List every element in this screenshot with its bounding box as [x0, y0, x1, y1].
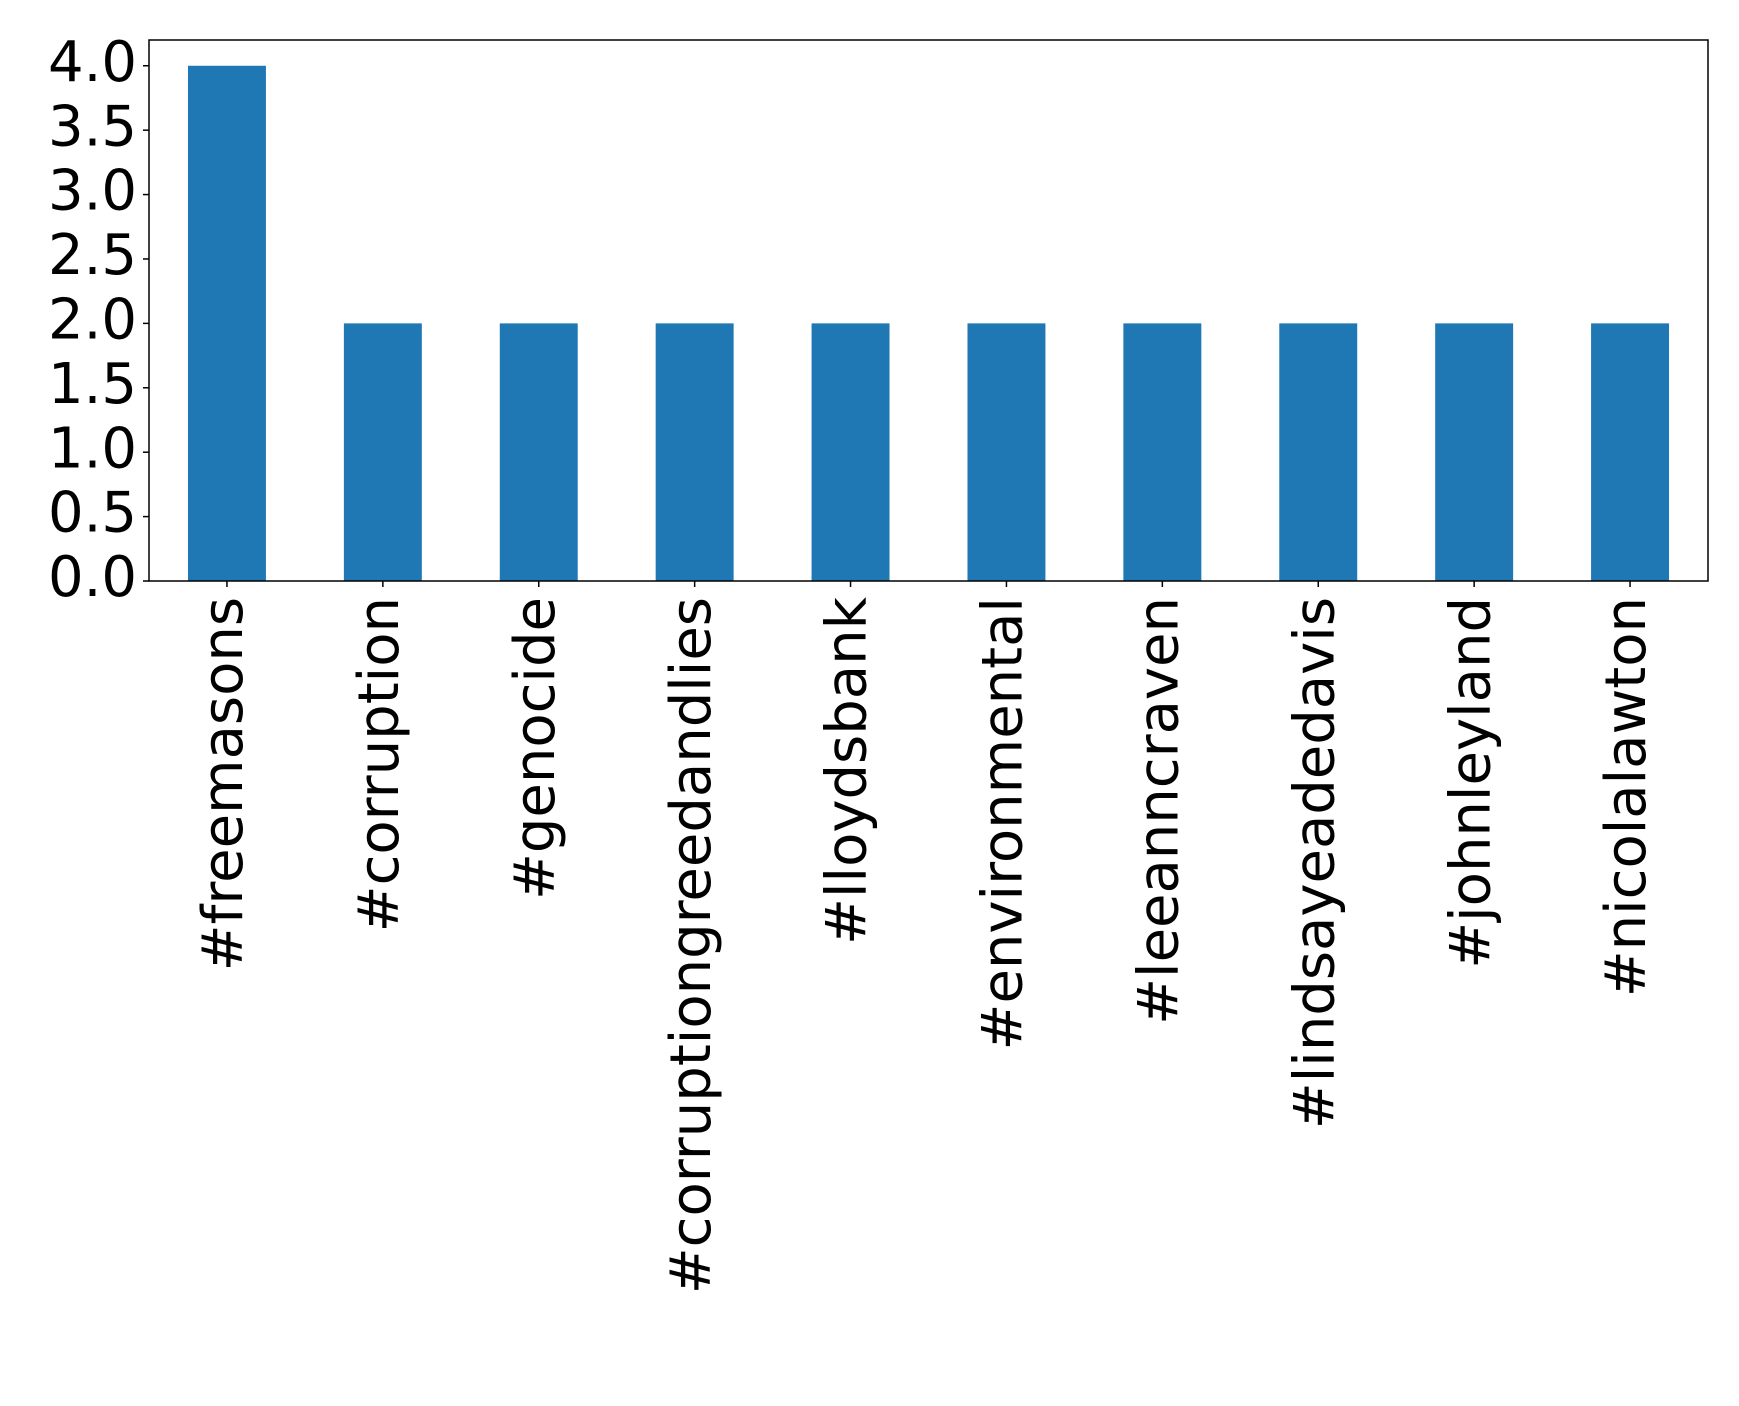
- y-tick-label: 3.5: [48, 94, 137, 159]
- bar: [499, 323, 578, 581]
- bar: [187, 65, 266, 581]
- x-tick-label: #freemasons: [191, 597, 256, 971]
- bar: [1435, 323, 1514, 581]
- y-tick-label: 0.0: [48, 545, 137, 610]
- y-tick-label: 1.0: [48, 416, 137, 481]
- bar: [967, 323, 1046, 581]
- bar: [1123, 323, 1202, 581]
- x-tick-label: #corruption: [347, 597, 412, 932]
- bar: [343, 323, 422, 581]
- x-tick-label: #corruptiongreedandlies: [659, 597, 724, 1294]
- bar: [811, 323, 890, 581]
- y-tick-label: 3.0: [48, 159, 137, 224]
- x-tick-label: #nicolalawton: [1594, 597, 1659, 997]
- x-tick-label: #johnleyland: [1438, 597, 1503, 969]
- x-tick-label: #leeanncraven: [1126, 597, 1191, 1025]
- y-tick-label: 2.5: [48, 223, 137, 288]
- y-tick-label: 0.5: [48, 481, 137, 546]
- x-tick-label: #lloydsbank: [815, 596, 880, 945]
- x-tick-label: #genocide: [503, 597, 568, 900]
- bar: [1591, 323, 1670, 581]
- bar: [655, 323, 734, 581]
- x-tick-label: #environmental: [971, 597, 1036, 1050]
- y-tick-label: 4.0: [48, 30, 137, 95]
- bar: [1279, 323, 1358, 581]
- plot-frame: [148, 39, 1709, 582]
- x-tick-label: #lindsayeadedavis: [1282, 597, 1347, 1129]
- y-tick-label: 2.0: [48, 288, 137, 353]
- y-tick-label: 1.5: [48, 352, 137, 417]
